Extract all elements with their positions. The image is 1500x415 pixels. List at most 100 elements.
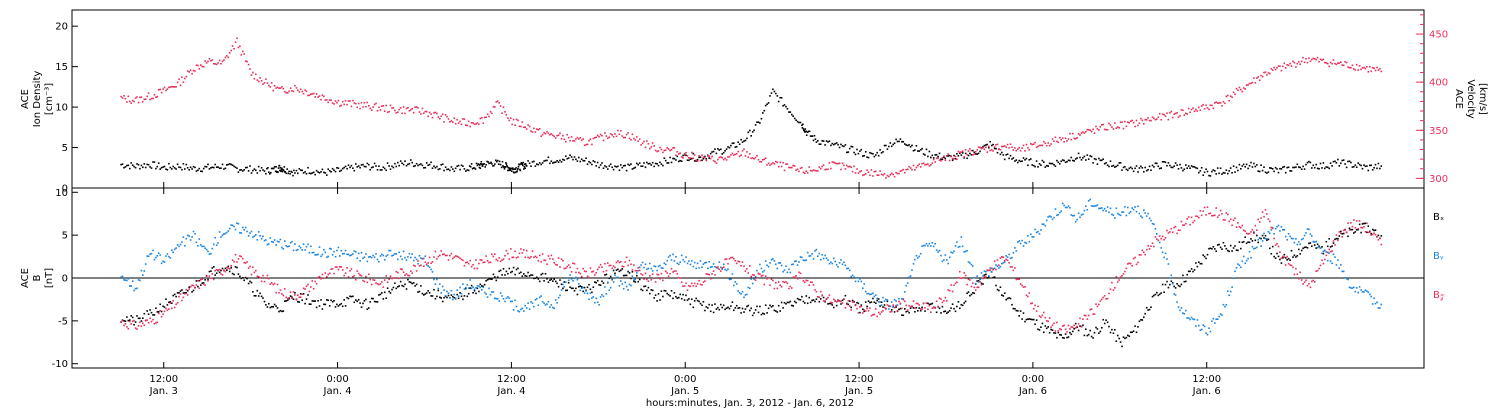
data-point (204, 247, 206, 249)
data-point (257, 275, 260, 278)
data-point (418, 111, 421, 113)
data-point (996, 151, 999, 154)
data-point (230, 49, 232, 52)
data-point (1193, 219, 1196, 222)
data-point (696, 299, 699, 302)
data-point (802, 128, 805, 130)
data-point (553, 307, 555, 310)
data-point (1186, 218, 1188, 220)
data-point (1328, 238, 1330, 240)
data-point (905, 304, 907, 307)
data-point (643, 285, 645, 288)
data-point (210, 270, 212, 272)
data-point (1144, 118, 1146, 121)
data-point (1109, 288, 1112, 290)
data-point (443, 253, 445, 255)
data-point (507, 272, 509, 275)
data-point (146, 163, 148, 166)
data-point (1219, 209, 1222, 212)
data-point (1138, 320, 1141, 323)
data-point (288, 245, 290, 247)
data-point (184, 77, 186, 80)
data-point (1066, 336, 1068, 339)
data-point (379, 283, 382, 285)
data-point (1082, 213, 1084, 215)
data-point (834, 162, 836, 164)
data-point (625, 274, 628, 277)
data-point (602, 295, 605, 298)
data-point (591, 297, 593, 299)
data-point (1006, 256, 1009, 258)
data-point (938, 297, 941, 299)
data-point (557, 161, 560, 163)
data-point (231, 45, 234, 47)
data-point (796, 168, 799, 171)
data-point (1235, 249, 1238, 251)
data-point (404, 160, 406, 162)
data-point (670, 148, 673, 151)
data-point (512, 168, 514, 171)
data-point (507, 117, 509, 119)
data-point (1231, 250, 1233, 252)
data-point (919, 308, 922, 310)
data-point (263, 280, 266, 283)
data-point (343, 274, 345, 277)
data-point (260, 80, 263, 82)
data-point (1086, 318, 1089, 320)
data-point (147, 164, 150, 166)
data-point (1028, 149, 1031, 151)
data-point (411, 282, 413, 285)
data-point (1085, 130, 1087, 133)
data-point (1225, 247, 1228, 250)
data-point (1066, 140, 1068, 142)
data-point (735, 262, 738, 265)
data-point (200, 64, 202, 66)
data-point (641, 142, 644, 145)
data-point (948, 159, 951, 162)
data-point (436, 295, 438, 298)
data-point (1131, 119, 1133, 122)
data-point (983, 148, 986, 151)
data-point (702, 281, 705, 283)
data-point (185, 237, 188, 240)
data-point (156, 321, 159, 324)
data-point (560, 283, 563, 286)
data-point (1260, 245, 1262, 247)
data-point (191, 284, 193, 286)
data-point (305, 173, 308, 175)
data-point (762, 159, 764, 161)
data-point (995, 268, 997, 271)
data-point (1354, 69, 1357, 71)
data-point (534, 277, 537, 279)
data-point (705, 158, 708, 160)
data-point (634, 166, 637, 169)
data-point (617, 268, 619, 271)
data-point (554, 263, 557, 266)
data-point (685, 154, 687, 157)
data-point (601, 280, 603, 283)
data-point (172, 294, 174, 297)
data-point (770, 278, 773, 280)
data-point (192, 284, 195, 287)
data-point (1131, 264, 1133, 267)
data-point (501, 274, 503, 276)
data-point (938, 250, 941, 252)
data-point (1358, 65, 1361, 67)
data-point (1124, 270, 1126, 273)
data-point (1087, 333, 1090, 336)
data-point (932, 306, 935, 308)
data-point (179, 84, 182, 87)
data-point (186, 234, 189, 237)
data-point (995, 147, 997, 150)
data-point (834, 260, 836, 263)
data-point (802, 171, 805, 174)
data-point (1121, 275, 1123, 277)
data-point (1051, 138, 1054, 140)
data-point (530, 256, 532, 258)
data-point (818, 252, 821, 255)
data-point (1215, 101, 1217, 103)
data-point (323, 95, 325, 98)
data-point (670, 259, 673, 261)
data-point (1025, 157, 1028, 160)
data-point (1208, 212, 1210, 215)
